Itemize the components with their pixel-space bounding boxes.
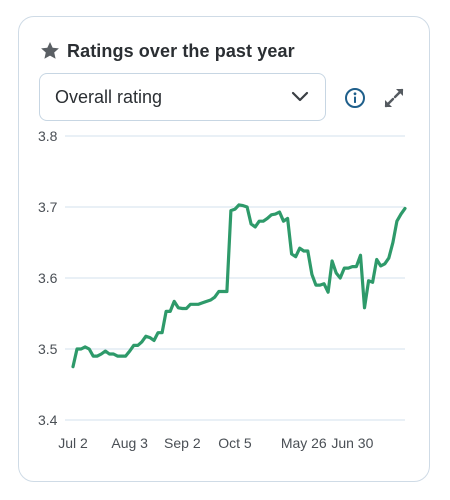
ratings-card: Ratings over the past year Overall ratin… — [18, 16, 430, 482]
x-tick-label: Jun 30 — [331, 435, 373, 451]
x-tick-label: Oct 5 — [218, 435, 252, 451]
y-tick-label: 3.8 — [38, 128, 58, 144]
x-tick-label: May 26 — [281, 435, 327, 451]
y-tick-label: 3.7 — [38, 199, 58, 215]
x-tick-label: Aug 3 — [111, 435, 148, 451]
rating-type-select[interactable]: Overall rating — [39, 73, 326, 121]
y-tick-label: 3.5 — [38, 341, 58, 357]
series-line — [71, 203, 407, 369]
star-icon — [41, 42, 59, 59]
card-title: Ratings over the past year — [67, 40, 295, 61]
x-tick-label: Sep 2 — [164, 435, 201, 451]
chevron-down-icon — [291, 91, 309, 102]
expand-icon[interactable] — [383, 87, 405, 109]
x-tick-label: Jul 2 — [58, 435, 88, 451]
info-icon[interactable] — [344, 87, 366, 109]
card-header: Ratings over the past year — [39, 39, 295, 63]
y-tick-label: 3.4 — [38, 412, 58, 428]
y-tick-label: 3.6 — [38, 270, 58, 286]
select-value: Overall rating — [55, 86, 163, 107]
